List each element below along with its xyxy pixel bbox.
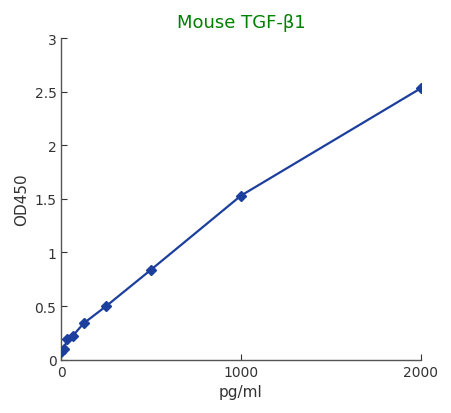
Y-axis label: OD450: OD450 <box>14 173 29 225</box>
Title: Mouse TGF-β1: Mouse TGF-β1 <box>176 14 304 32</box>
X-axis label: pg/ml: pg/ml <box>219 384 262 399</box>
